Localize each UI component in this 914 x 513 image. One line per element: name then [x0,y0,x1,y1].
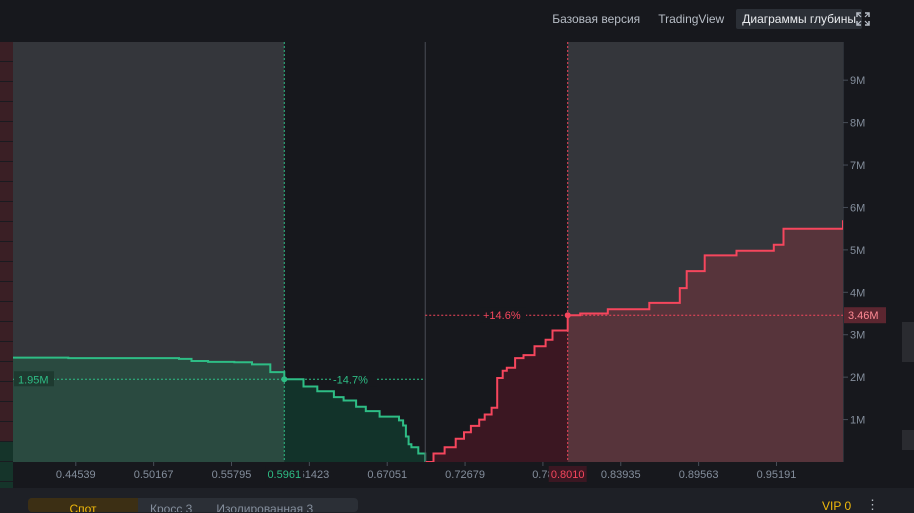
bid-area-highlight [13,357,285,462]
x-tick-label: 0.44539 [56,469,96,481]
y-tick-label: 8M [850,118,865,130]
y-axis-bg [843,40,901,464]
chart-view-toolbar: Базовая версия TradingView Диаграммы глу… [546,9,862,29]
ask-area-highlight [567,220,843,462]
x-tick-label: 0.67051 [367,469,407,481]
ask-amount-bg [844,307,886,324]
y-tick-label: 9M [850,75,865,87]
x-tick-label: 0.95191 [757,469,797,481]
right-edge-strip [902,40,914,510]
margin-mode-tabs: Спот Кросс 3 Изолированная 3 [28,498,358,512]
y-tick-label: 2M [850,372,865,384]
bid-percent-bg [331,371,377,387]
x-tick-label: 0.50167 [134,469,174,481]
x-tick-label: 0.78 [532,469,553,481]
fullscreen-icon[interactable] [856,12,870,26]
x-tick-label: 0.83935 [601,469,641,481]
ask-amount-label: 3.46M [848,310,879,322]
y-tick-label: 5M [850,245,865,257]
y-tick-label: 7M [850,160,865,172]
ask-cursor-dot [564,312,571,319]
tab-spot[interactable]: Спот [28,498,138,512]
more-icon[interactable]: ⋮ [866,497,879,512]
x-axis-bg [13,462,901,488]
tab-cross[interactable]: Кросс 3 [150,502,193,513]
bid-amount-bg [14,371,54,387]
order-book-edge [0,42,13,502]
y-tick-label: 6M [850,202,865,214]
bid-price-label: 0.5961 [267,469,301,481]
bid-price-bg [265,466,304,482]
basic-version-button[interactable]: Базовая версия [552,12,641,26]
x-tick-label: 0.89563 [679,469,719,481]
bid-cursor-dot [281,376,288,383]
tab-isolated[interactable]: Изолированная 3 [216,502,314,513]
ask-line [425,220,844,463]
bid-line [13,356,427,462]
ask-percent-bg [480,307,526,323]
bid-amount-label: 1.95M [18,374,49,386]
tradingview-button[interactable]: TradingView [658,12,725,26]
x-tick-label: 0.72679 [445,469,485,481]
depth-chart[interactable]: -14.7% +14.6% 1.95M 1M 2M 3M 4M 5M 6M 7M 8M 9M 3.46M… [0,0,914,488]
ask-price-bg [548,466,587,482]
x-tick-label: 0.55795 [212,469,252,481]
y-tick-label: 1M [850,415,865,427]
ask-price-label: 0.8010 [551,469,585,481]
bid-percent-label: -14.7% [333,374,368,386]
vip-badge[interactable]: VIP 0 [822,499,852,513]
y-tick-label: 3M [850,330,865,342]
depth-chart-button[interactable]: Диаграммы глубины [736,9,862,29]
ask-percent-label: +14.6% [483,310,521,322]
y-tick-label: 4M [850,287,865,299]
